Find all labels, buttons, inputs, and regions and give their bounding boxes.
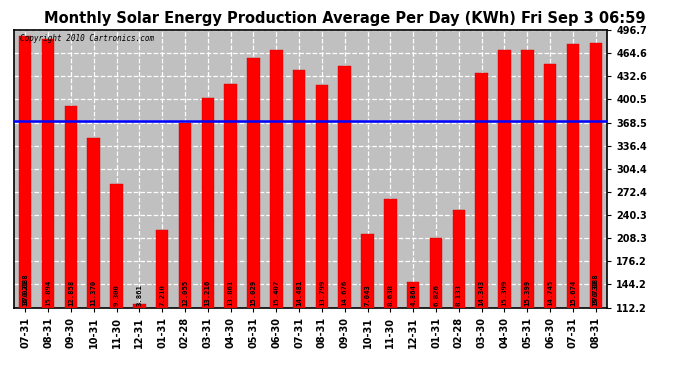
Bar	[453, 210, 465, 308]
Text: 13.216: 13.216	[205, 280, 211, 306]
Text: 9.300: 9.300	[113, 284, 119, 306]
Text: 13.799: 13.799	[319, 280, 325, 306]
Text: 6.826: 6.826	[433, 284, 439, 306]
Bar	[362, 234, 374, 308]
Bar	[270, 50, 282, 308]
Text: 370.088: 370.088	[593, 273, 599, 304]
Text: 14.343: 14.343	[479, 280, 484, 306]
Bar	[521, 50, 533, 308]
Text: 12.858: 12.858	[68, 280, 74, 306]
Bar	[42, 39, 55, 308]
Text: 14.745: 14.745	[547, 280, 553, 306]
Bar	[247, 58, 259, 308]
Text: 15.674: 15.674	[570, 280, 576, 306]
Bar	[224, 84, 237, 308]
Bar	[133, 304, 146, 307]
Bar	[339, 66, 351, 308]
Bar	[88, 138, 100, 308]
Bar	[498, 50, 511, 308]
Text: 13.861: 13.861	[228, 280, 234, 306]
Text: 15.399: 15.399	[524, 280, 531, 306]
Text: 14.481: 14.481	[296, 280, 302, 306]
Bar	[110, 184, 123, 308]
Bar	[544, 64, 556, 308]
Text: 8.638: 8.638	[387, 284, 393, 306]
Bar	[201, 98, 214, 308]
Text: Copyright 2010 Cartronics.com: Copyright 2010 Cartronics.com	[20, 34, 154, 43]
Bar	[430, 238, 442, 308]
Bar	[156, 230, 168, 308]
Bar	[589, 42, 602, 308]
Bar	[293, 70, 306, 308]
Text: 7.210: 7.210	[159, 284, 165, 306]
Text: 3.861: 3.861	[137, 284, 142, 306]
Text: 4.864: 4.864	[410, 284, 416, 306]
Text: 16.021: 16.021	[22, 280, 28, 306]
Text: 12.055: 12.055	[182, 280, 188, 306]
Bar	[65, 106, 77, 308]
Bar	[315, 85, 328, 308]
Text: 15.894: 15.894	[45, 280, 51, 306]
Bar	[407, 282, 420, 308]
Text: 15.407: 15.407	[273, 280, 279, 306]
Text: 15.029: 15.029	[250, 280, 257, 306]
Bar	[384, 198, 397, 308]
Bar	[19, 36, 32, 308]
Text: 11.370: 11.370	[90, 280, 97, 306]
Text: 8.133: 8.133	[456, 284, 462, 306]
Bar	[475, 73, 488, 308]
Bar	[566, 44, 579, 308]
Bar	[179, 123, 191, 308]
Text: 370.088: 370.088	[22, 273, 28, 304]
Text: 14.676: 14.676	[342, 280, 348, 306]
Text: Monthly Solar Energy Production Average Per Day (KWh) Fri Sep 3 06:59: Monthly Solar Energy Production Average …	[44, 11, 646, 26]
Text: 15.399: 15.399	[502, 280, 508, 306]
Text: 7.043: 7.043	[364, 284, 371, 306]
Text: 15.732: 15.732	[593, 280, 599, 306]
